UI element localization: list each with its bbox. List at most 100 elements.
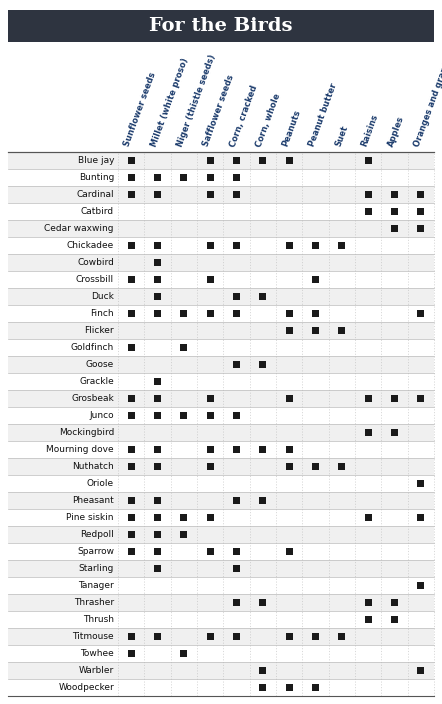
- Bar: [154, 310, 161, 317]
- Bar: [8, 560, 434, 577]
- Bar: [417, 225, 424, 232]
- Bar: [365, 191, 372, 198]
- Bar: [154, 276, 161, 283]
- Text: Safflower seeds: Safflower seeds: [202, 74, 236, 148]
- Text: Cedar waxwing: Cedar waxwing: [45, 224, 114, 233]
- Text: Corn, cracked: Corn, cracked: [228, 84, 259, 148]
- Bar: [8, 509, 434, 526]
- Bar: [8, 152, 434, 169]
- Text: Titmouse: Titmouse: [72, 632, 114, 641]
- Bar: [8, 203, 434, 220]
- Text: Mockingbird: Mockingbird: [59, 428, 114, 437]
- Bar: [365, 514, 372, 521]
- Text: Bunting: Bunting: [79, 173, 114, 182]
- Bar: [259, 361, 267, 368]
- Bar: [365, 208, 372, 215]
- Bar: [233, 242, 240, 249]
- Bar: [286, 463, 293, 470]
- Bar: [8, 305, 434, 322]
- Text: Towhee: Towhee: [80, 649, 114, 658]
- Bar: [286, 395, 293, 402]
- Bar: [8, 594, 434, 611]
- Bar: [233, 446, 240, 453]
- Text: Junco: Junco: [89, 411, 114, 420]
- Bar: [8, 526, 434, 543]
- Text: Chickadee: Chickadee: [67, 241, 114, 250]
- Bar: [206, 310, 214, 317]
- Bar: [154, 259, 161, 266]
- Bar: [128, 650, 135, 657]
- Text: Finch: Finch: [90, 309, 114, 318]
- Text: Warbler: Warbler: [79, 666, 114, 675]
- Text: Niger (thistle seeds): Niger (thistle seeds): [175, 54, 217, 148]
- Bar: [286, 684, 293, 691]
- Bar: [128, 157, 135, 164]
- Text: Thrush: Thrush: [83, 615, 114, 624]
- Bar: [8, 322, 434, 339]
- Bar: [312, 310, 319, 317]
- Bar: [8, 407, 434, 424]
- Bar: [312, 242, 319, 249]
- Bar: [8, 679, 434, 696]
- Bar: [154, 565, 161, 572]
- Bar: [417, 667, 424, 674]
- Bar: [180, 174, 187, 181]
- Bar: [154, 242, 161, 249]
- Bar: [233, 565, 240, 572]
- Bar: [259, 446, 267, 453]
- Bar: [8, 475, 434, 492]
- Bar: [338, 633, 345, 640]
- Bar: [233, 361, 240, 368]
- Bar: [286, 310, 293, 317]
- Bar: [391, 208, 398, 215]
- Bar: [154, 378, 161, 385]
- Text: Tanager: Tanager: [78, 581, 114, 590]
- Text: Goose: Goose: [86, 360, 114, 369]
- Bar: [391, 429, 398, 436]
- Bar: [8, 662, 434, 679]
- Bar: [417, 310, 424, 317]
- Bar: [206, 463, 214, 470]
- Text: Grosbeak: Grosbeak: [71, 394, 114, 403]
- Bar: [154, 531, 161, 538]
- Bar: [154, 633, 161, 640]
- Bar: [206, 412, 214, 419]
- Bar: [312, 463, 319, 470]
- Bar: [259, 157, 267, 164]
- Bar: [154, 446, 161, 453]
- Bar: [233, 497, 240, 504]
- Bar: [128, 191, 135, 198]
- Text: Grackle: Grackle: [79, 377, 114, 386]
- Bar: [365, 395, 372, 402]
- Bar: [417, 480, 424, 487]
- Text: Duck: Duck: [91, 292, 114, 301]
- Bar: [180, 344, 187, 351]
- Bar: [128, 633, 135, 640]
- Bar: [128, 548, 135, 555]
- Bar: [233, 310, 240, 317]
- Text: Mourning dove: Mourning dove: [46, 445, 114, 454]
- Bar: [365, 616, 372, 623]
- Bar: [365, 599, 372, 606]
- Bar: [180, 310, 187, 317]
- Bar: [206, 446, 214, 453]
- Bar: [8, 10, 434, 42]
- Text: Crossbill: Crossbill: [76, 275, 114, 284]
- Text: Pine siskin: Pine siskin: [66, 513, 114, 522]
- Bar: [391, 599, 398, 606]
- Bar: [259, 667, 267, 674]
- Bar: [128, 531, 135, 538]
- Bar: [312, 633, 319, 640]
- Bar: [8, 458, 434, 475]
- Bar: [259, 497, 267, 504]
- Text: Blue jay: Blue jay: [77, 156, 114, 165]
- Bar: [8, 237, 434, 254]
- Text: Nuthatch: Nuthatch: [72, 462, 114, 471]
- Bar: [391, 225, 398, 232]
- Text: Catbird: Catbird: [81, 207, 114, 216]
- Bar: [286, 633, 293, 640]
- Bar: [206, 276, 214, 283]
- Bar: [128, 395, 135, 402]
- Bar: [8, 611, 434, 628]
- Bar: [206, 174, 214, 181]
